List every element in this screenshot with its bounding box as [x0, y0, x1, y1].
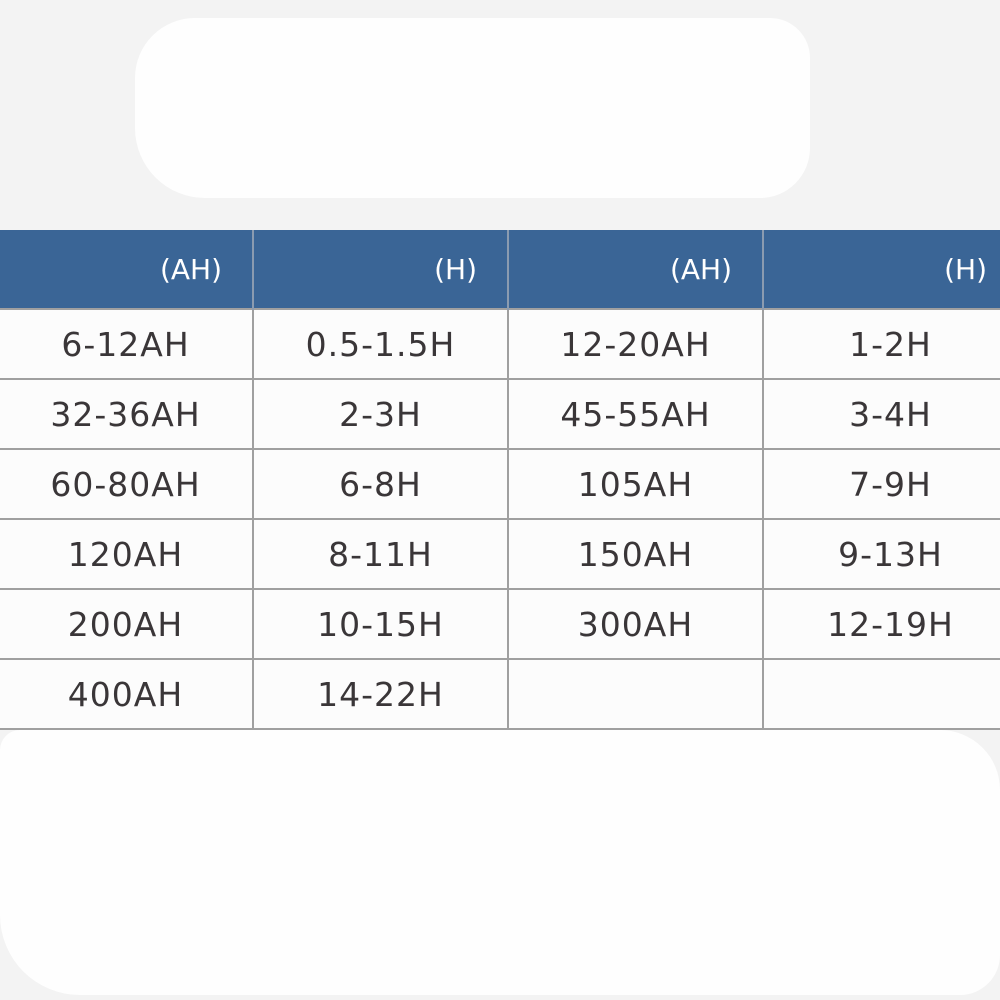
table-cell: 10-15H	[252, 588, 509, 660]
table-cell: 6-8H	[252, 448, 509, 520]
table-cell: 150AH	[507, 518, 764, 590]
table-cell: 12-19H	[762, 588, 1000, 660]
table-cell: 0.5-1.5H	[252, 308, 509, 380]
table-cell: 300AH	[507, 588, 764, 660]
table-cell: 8-11H	[252, 518, 509, 590]
table-cell: 32-36AH	[0, 378, 254, 450]
table-cell: 1-2H	[762, 308, 1000, 380]
table-cell	[762, 658, 1000, 730]
table-row: 200AH 10-15H 300AH 12-19H	[0, 588, 1000, 660]
table-cell	[507, 658, 764, 730]
table-cell: 3-4H	[762, 378, 1000, 450]
table-cell: 60-80AH	[0, 448, 254, 520]
table-cell: 6-12AH	[0, 308, 254, 380]
table-cell: 14-22H	[252, 658, 509, 730]
table-row: 32-36AH 2-3H 45-55AH 3-4H	[0, 378, 1000, 450]
table-cell: 45-55AH	[507, 378, 764, 450]
table-cell: 200AH	[0, 588, 254, 660]
table-row: 120AH 8-11H 150AH 9-13H	[0, 518, 1000, 590]
header-time-2: (H)	[763, 230, 1000, 309]
capacity-charge-time-table: (AH) (H) (AH) (H) 6-12AH 0.5-1.5H 12-20AH 1…	[0, 230, 1000, 730]
table-row: 6-12AH 0.5-1.5H 12-20AH 1-2H	[0, 308, 1000, 380]
table-row: 400AH 14-22H	[0, 658, 1000, 730]
header-time-1: (H)	[253, 230, 509, 309]
table-row: 60-80AH 6-8H 105AH 7-9H	[0, 448, 1000, 520]
table-cell: 400AH	[0, 658, 254, 730]
redacted-area-top	[135, 18, 810, 198]
header-capacity-1: (AH)	[0, 230, 254, 309]
table-cell: 2-3H	[252, 378, 509, 450]
table-cell: 120AH	[0, 518, 254, 590]
table-cell: 105AH	[507, 448, 764, 520]
table-cell: 12-20AH	[507, 308, 764, 380]
redacted-area-bottom	[0, 730, 1000, 995]
table-cell: 7-9H	[762, 448, 1000, 520]
table-cell: 9-13H	[762, 518, 1000, 590]
header-capacity-2: (AH)	[508, 230, 764, 309]
table-header-row: (AH) (H) (AH) (H)	[0, 230, 1000, 309]
